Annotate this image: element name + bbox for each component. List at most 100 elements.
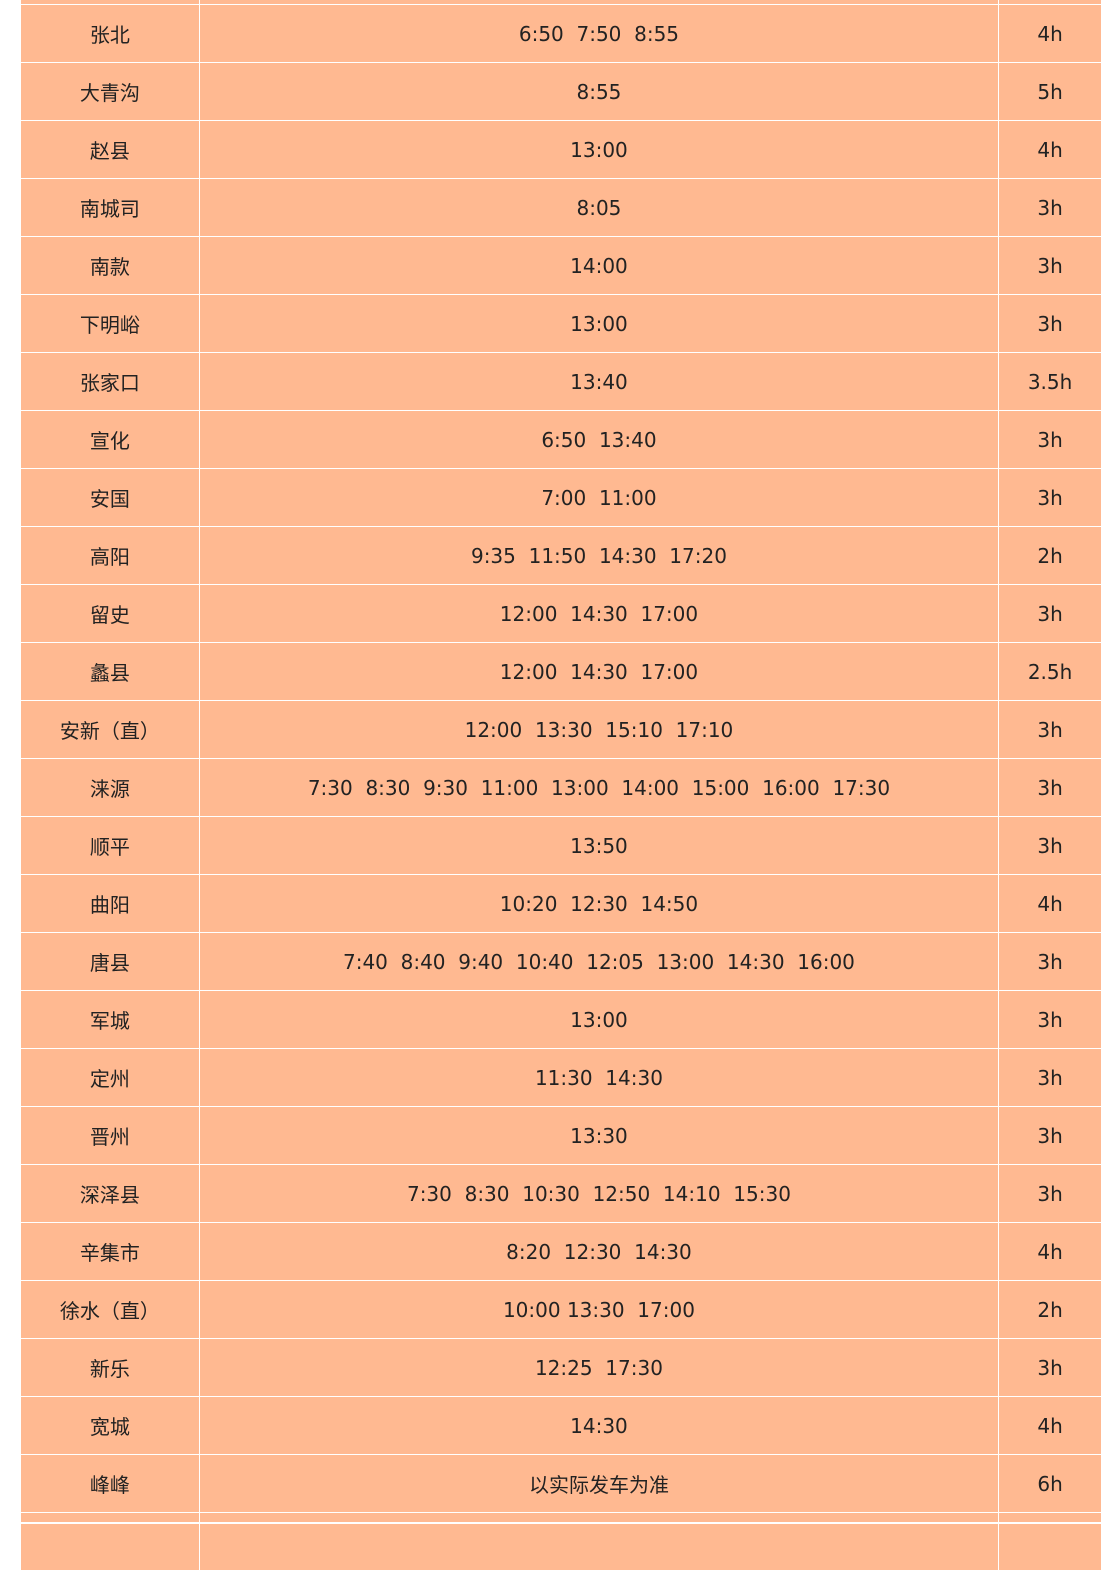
station-cell: 赵县 bbox=[20, 120, 200, 179]
duration-cell: 3h bbox=[998, 758, 1102, 817]
duration-cell: 3h bbox=[998, 816, 1102, 875]
station-cell: 深泽县 bbox=[20, 1164, 200, 1223]
duration-cell: 4h bbox=[998, 1222, 1102, 1281]
station-cell: 峰峰 bbox=[20, 1454, 200, 1513]
station-cell: 顺平 bbox=[20, 816, 200, 875]
departure-times-cell: 12:00 14:30 17:00 bbox=[198, 584, 1000, 643]
duration-cell: 3h bbox=[998, 1338, 1102, 1397]
table-row: 张家口 13:40 3.5h bbox=[20, 352, 1102, 411]
table-row: 曲阳 10:20 12:30 14:50 4h bbox=[20, 874, 1102, 933]
table-row: 宽城 14:30 4h bbox=[20, 1396, 1102, 1455]
station-cell: 新乐 bbox=[20, 1338, 200, 1397]
departure-times-cell: 以实际发车为准 bbox=[198, 1454, 1000, 1513]
station-cell: 定州 bbox=[20, 1048, 200, 1107]
table-row: 唐县 7:40 8:40 9:40 10:40 12:05 13:00 14:30… bbox=[20, 932, 1102, 991]
duration-cell: 4h bbox=[998, 1396, 1102, 1455]
station-cell: 南款 bbox=[20, 236, 200, 295]
table-row: 辛集市 8:20 12:30 14:30 4h bbox=[20, 1222, 1102, 1281]
station-cell: 安国 bbox=[20, 468, 200, 527]
station-cell: 南城司 bbox=[20, 178, 200, 237]
departure-times-cell: 8:20 12:30 14:30 bbox=[198, 1222, 1000, 1281]
departure-times-cell: 6:50 13:40 bbox=[198, 410, 1000, 469]
station-cell: 张北 bbox=[20, 4, 200, 63]
duration-cell: 4h bbox=[998, 120, 1102, 179]
table-row: 顺平 13:50 3h bbox=[20, 816, 1102, 875]
station-cell: 辛集市 bbox=[20, 1222, 200, 1281]
departure-times-cell: 12:25 17:30 bbox=[198, 1338, 1000, 1397]
departure-times-cell: 12:00 14:30 17:00 bbox=[198, 642, 1000, 701]
page-bottom bbox=[20, 1522, 1102, 1524]
table-row: 峰峰 以实际发车为准 6h bbox=[20, 1454, 1102, 1513]
duration-cell: 3h bbox=[998, 178, 1102, 237]
duration-cell: 6h bbox=[998, 1454, 1102, 1513]
table-row: 下明峪 13:00 3h bbox=[20, 294, 1102, 353]
duration-cell: 2h bbox=[998, 526, 1102, 585]
departure-times-cell: 9:35 11:50 14:30 17:20 bbox=[198, 526, 1000, 585]
station-cell: 留史 bbox=[20, 584, 200, 643]
departure-times-cell: 6:50 7:50 8:55 bbox=[198, 4, 1000, 63]
departure-times-cell: 13:00 bbox=[198, 294, 1000, 353]
duration-cell: 3h bbox=[998, 1106, 1102, 1165]
duration-cell: 3h bbox=[998, 468, 1102, 527]
station-cell: 蠡县 bbox=[20, 642, 200, 701]
departure-times-cell: 10:00 13:30 17:00 bbox=[198, 1280, 1000, 1339]
duration-cell: 3h bbox=[998, 990, 1102, 1049]
table-row: 南城司 8:05 3h bbox=[20, 178, 1102, 237]
departure-times-cell: 7:30 8:30 9:30 11:00 13:00 14:00 15:00 1… bbox=[198, 758, 1000, 817]
station-cell: 张家口 bbox=[20, 352, 200, 411]
table-row: 张北 6:50 7:50 8:55 4h bbox=[20, 4, 1102, 63]
table-row: 定州 11:30 14:30 3h bbox=[20, 1048, 1102, 1107]
departure-times-cell: 13:40 bbox=[198, 352, 1000, 411]
station-cell: 高阳 bbox=[20, 526, 200, 585]
duration-cell: 4h bbox=[998, 874, 1102, 933]
station-cell: 涞源 bbox=[20, 758, 200, 817]
table-row: 南款 14:00 3h bbox=[20, 236, 1102, 295]
departure-times-cell: 8:55 bbox=[198, 62, 1000, 121]
table-row: 安新（直） 12:00 13:30 15:10 17:10 3h bbox=[20, 700, 1102, 759]
station-cell: 下明峪 bbox=[20, 294, 200, 353]
table-row: 赵县 13:00 4h bbox=[20, 120, 1102, 179]
table-row: 安国 7:00 11:00 3h bbox=[20, 468, 1102, 527]
station-cell: 宣化 bbox=[20, 410, 200, 469]
duration-cell: 3h bbox=[998, 236, 1102, 295]
departure-times-cell: 10:20 12:30 14:50 bbox=[198, 874, 1000, 933]
station-cell: 晋州 bbox=[20, 1106, 200, 1165]
departure-times-cell: 12:00 13:30 15:10 17:10 bbox=[198, 700, 1000, 759]
table-row: 徐水（直） 10:00 13:30 17:00 2h bbox=[20, 1280, 1102, 1339]
departure-times-cell: 14:30 bbox=[198, 1396, 1000, 1455]
duration-cell: 3h bbox=[998, 1164, 1102, 1223]
station-cell: 大青沟 bbox=[20, 62, 200, 121]
station-cell: 宽城 bbox=[20, 1396, 200, 1455]
departure-times-cell: 14:00 bbox=[198, 236, 1000, 295]
station-cell: 军城 bbox=[20, 990, 200, 1049]
duration-cell: 3h bbox=[998, 932, 1102, 991]
table-row: 晋州 13:30 3h bbox=[20, 1106, 1102, 1165]
departure-times-cell: 13:00 bbox=[198, 120, 1000, 179]
bus-schedule-table: 张北 6:50 7:50 8:55 4h 大青沟 8:55 5h 赵县 13:00 4h 南城司 8… bbox=[20, 0, 1102, 1571]
station-cell: 唐县 bbox=[20, 932, 200, 991]
duration-cell: 3h bbox=[998, 294, 1102, 353]
table-row: 大青沟 8:55 5h bbox=[20, 62, 1102, 121]
departure-times-cell: 11:30 14:30 bbox=[198, 1048, 1000, 1107]
duration-cell: 3h bbox=[998, 410, 1102, 469]
duration-cell: 2.5h bbox=[998, 642, 1102, 701]
table-row: 涞源 7:30 8:30 9:30 11:00 13:00 14:00 15:00… bbox=[20, 758, 1102, 817]
station-cell: 安新（直） bbox=[20, 700, 200, 759]
table-row: 深泽县 7:30 8:30 10:30 12:50 14:10 15:30 3h bbox=[20, 1164, 1102, 1223]
departure-times-cell: 7:30 8:30 10:30 12:50 14:10 15:30 bbox=[198, 1164, 1000, 1223]
departure-times-cell: 13:30 bbox=[198, 1106, 1000, 1165]
station-cell: 曲阳 bbox=[20, 874, 200, 933]
station-cell: 徐水（直） bbox=[20, 1280, 200, 1339]
table-row: 新乐 12:25 17:30 3h bbox=[20, 1338, 1102, 1397]
duration-cell: 4h bbox=[998, 4, 1102, 63]
table-row: 军城 13:00 3h bbox=[20, 990, 1102, 1049]
duration-cell: 5h bbox=[998, 62, 1102, 121]
departure-times-cell: 13:50 bbox=[198, 816, 1000, 875]
departure-times-cell: 7:40 8:40 9:40 10:40 12:05 13:00 14:30 1… bbox=[198, 932, 1000, 991]
table-row: 留史 12:00 14:30 17:00 3h bbox=[20, 584, 1102, 643]
table-row: 高阳 9:35 11:50 14:30 17:20 2h bbox=[20, 526, 1102, 585]
departure-times-cell: 7:00 11:00 bbox=[198, 468, 1000, 527]
duration-cell: 3h bbox=[998, 700, 1102, 759]
table-row: 蠡县 12:00 14:30 17:00 2.5h bbox=[20, 642, 1102, 701]
duration-cell: 3.5h bbox=[998, 352, 1102, 411]
